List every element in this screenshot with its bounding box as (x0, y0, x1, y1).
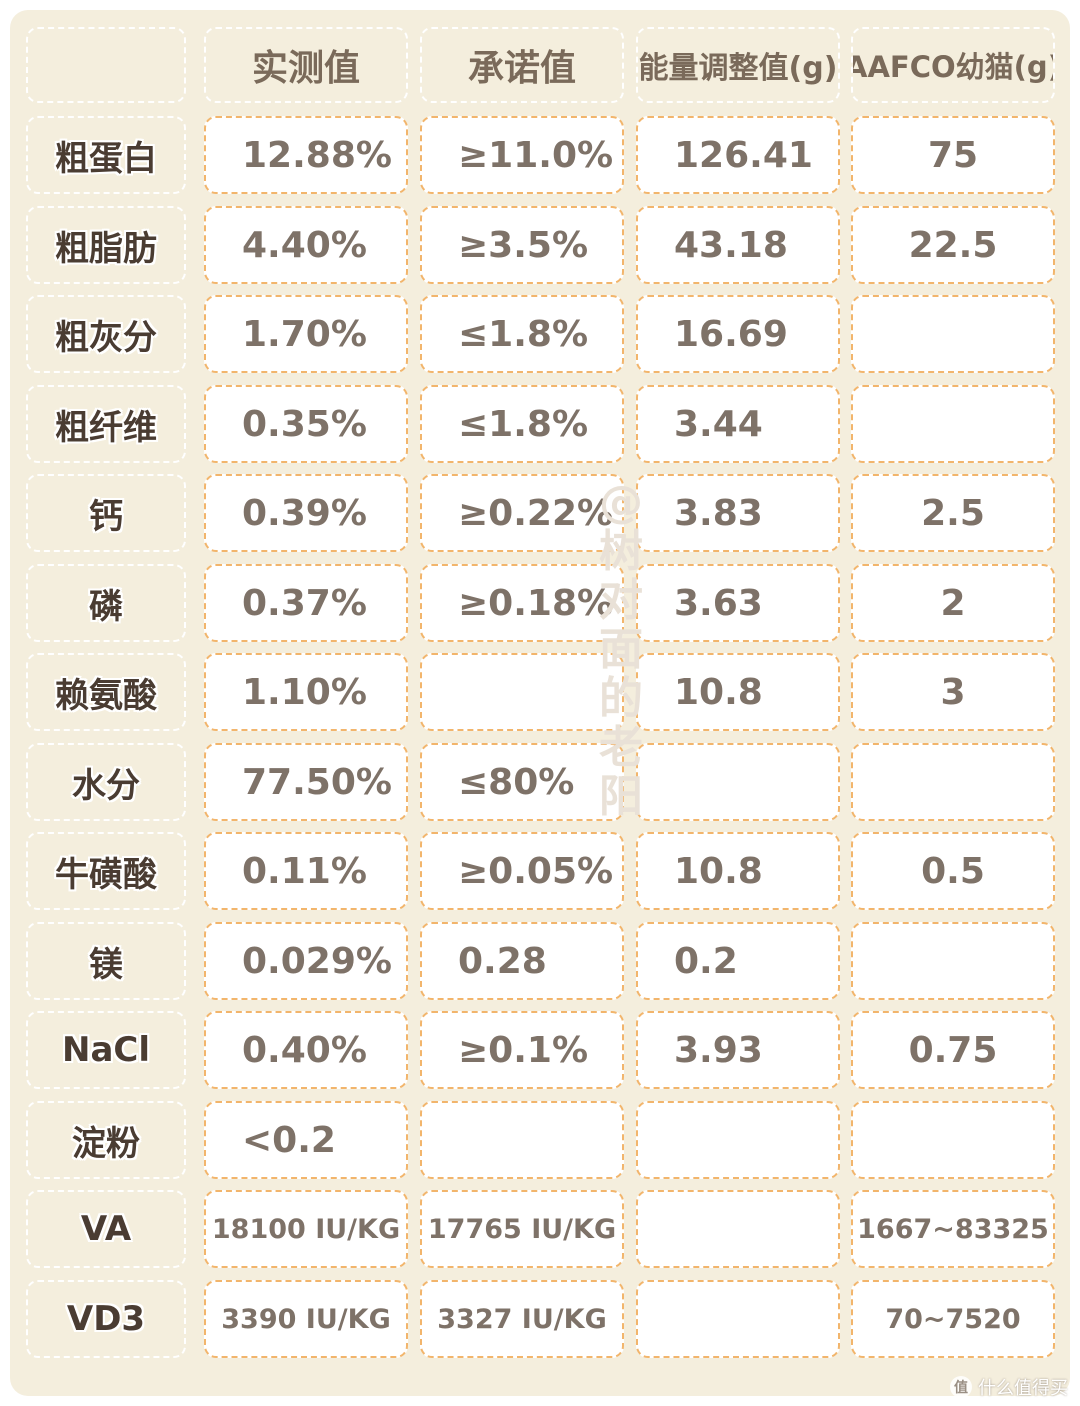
table-cell: ≤1.8% (420, 295, 624, 373)
table-cell: 0.40% (204, 1011, 408, 1089)
table-cell: 0.37% (204, 564, 408, 642)
table-cell: 16.69 (636, 295, 840, 373)
column-header: 能量调整值(g) (636, 27, 840, 103)
table-cell: 17765 IU/KG (420, 1190, 624, 1268)
table-cell: ≥0.05% (420, 832, 624, 910)
site-logo-text: 什么值得买 (978, 1378, 1068, 1399)
row-label: 赖氨酸 (26, 653, 186, 731)
row-label: VD3 (26, 1280, 186, 1358)
row-label: 牛磺酸 (26, 832, 186, 910)
table-cell: <0.2 (204, 1101, 408, 1179)
column-header: AAFCO幼猫(g) (851, 27, 1055, 103)
table-cell: 0.28 (420, 922, 624, 1000)
table-cell: ≤80% (420, 743, 624, 821)
row-label: 粗灰分 (26, 295, 186, 373)
table-cell: 12.88% (204, 116, 408, 194)
table-cell: ≥11.0% (420, 116, 624, 194)
table-cell (636, 1280, 840, 1358)
row-label: 粗纤维 (26, 385, 186, 463)
column-header: 承诺值 (420, 27, 624, 103)
table-cell: 18100 IU/KG (204, 1190, 408, 1268)
row-label: VA (26, 1190, 186, 1268)
row-label: 镁 (26, 922, 186, 1000)
table-cell: ≥0.1% (420, 1011, 624, 1089)
table-cell (851, 743, 1055, 821)
site-logo-icon: 值 (950, 1376, 972, 1398)
table-cell: 4.40% (204, 206, 408, 284)
table-cell (851, 922, 1055, 1000)
table-cell: 75 (851, 116, 1055, 194)
table-cell (636, 743, 840, 821)
table-cell: 77.50% (204, 743, 408, 821)
row-label: NaCl (26, 1011, 186, 1089)
table-cell: 43.18 (636, 206, 840, 284)
header-corner (26, 27, 186, 103)
table-cell: 126.41 (636, 116, 840, 194)
table-cell: ≥3.5% (420, 206, 624, 284)
table-cell: 2.5 (851, 474, 1055, 552)
table-cell (851, 1101, 1055, 1179)
table-cell (420, 653, 624, 731)
table-cell: 3 (851, 653, 1055, 731)
table-cell: 1.10% (204, 653, 408, 731)
table-cell: ≥0.22% (420, 474, 624, 552)
table-cell: 3.93 (636, 1011, 840, 1089)
table-cell: 0.5 (851, 832, 1055, 910)
table-cell: 0.2 (636, 922, 840, 1000)
table-cell: 1.70% (204, 295, 408, 373)
table-cell: 0.11% (204, 832, 408, 910)
row-label: 粗蛋白 (26, 116, 186, 194)
table-cell: 3.44 (636, 385, 840, 463)
table-cell: 0.029% (204, 922, 408, 1000)
table-cell (636, 1190, 840, 1268)
table-cell: 2 (851, 564, 1055, 642)
row-label: 水分 (26, 743, 186, 821)
table-cell: 70~7520 (851, 1280, 1055, 1358)
table-cell: 3.83 (636, 474, 840, 552)
table-cell (851, 385, 1055, 463)
row-label: 磷 (26, 564, 186, 642)
table-cell: 22.5 (851, 206, 1055, 284)
table-cell: 1667~83325 (851, 1190, 1055, 1268)
table-cell: 0.39% (204, 474, 408, 552)
table-cell (851, 295, 1055, 373)
table-cell (636, 1101, 840, 1179)
table-cell: 3390 IU/KG (204, 1280, 408, 1358)
row-label: 淀粉 (26, 1101, 186, 1179)
column-header: 实测值 (204, 27, 408, 103)
table-cell (420, 1101, 624, 1179)
row-label: 粗脂肪 (26, 206, 186, 284)
row-label: 钙 (26, 474, 186, 552)
table-cell: 10.8 (636, 653, 840, 731)
table-cell: 3327 IU/KG (420, 1280, 624, 1358)
table-cell: 0.35% (204, 385, 408, 463)
table-cell: 0.75 (851, 1011, 1055, 1089)
site-logo: 值 什么值得买 (950, 1374, 1068, 1400)
table-cell: 10.8 (636, 832, 840, 910)
table-cell: ≤1.8% (420, 385, 624, 463)
table-cell: 3.63 (636, 564, 840, 642)
table-cell: ≥0.18% (420, 564, 624, 642)
